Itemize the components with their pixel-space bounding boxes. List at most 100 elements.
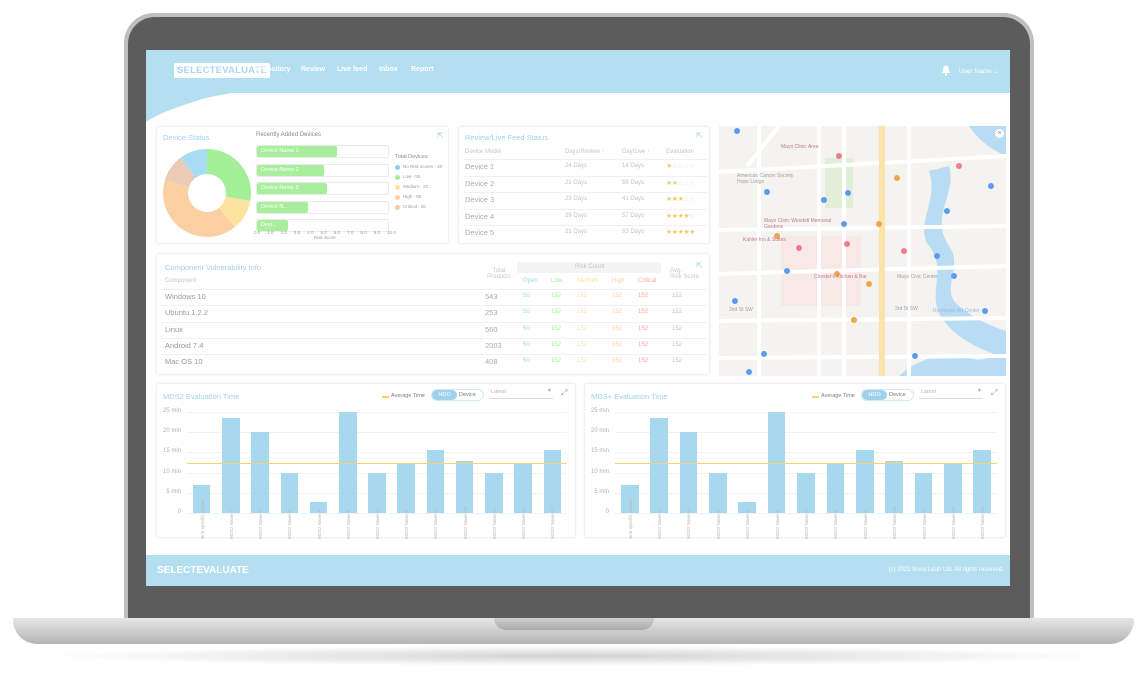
chart-bar[interactable] <box>309 501 328 513</box>
col-avg: Avg. Risk Score <box>670 268 700 280</box>
risk-count-cell: 152 <box>577 325 588 332</box>
review-device-model[interactable]: Device 5 <box>465 228 495 237</box>
col-total: Total Products <box>487 268 511 280</box>
expand-icon[interactable]: ⤢ <box>991 388 998 397</box>
chart-bar[interactable] <box>368 472 386 513</box>
chart-bar[interactable] <box>251 432 269 513</box>
recently-added-title: Recently Added Devices <box>256 132 322 138</box>
chart-bar[interactable] <box>426 450 445 513</box>
component-total: 560 <box>485 324 498 334</box>
nav-repository[interactable]: Repository <box>254 66 291 73</box>
component-name[interactable]: Android 7.4 <box>165 340 204 350</box>
chart-bar[interactable] <box>650 418 668 513</box>
nav-inbox[interactable]: Inbox <box>379 66 398 73</box>
donut-slice-no-risk-scores[interactable] <box>180 149 207 178</box>
review-device-model[interactable]: Device 2 <box>465 178 495 188</box>
chart-bar[interactable] <box>485 472 503 513</box>
star-icon: ☆ <box>671 163 678 170</box>
y-tick: 10 min <box>590 468 609 475</box>
chart-bar[interactable] <box>855 450 874 513</box>
chart-bar[interactable] <box>973 450 992 513</box>
chart-bar[interactable] <box>620 484 639 513</box>
average-legend-line <box>812 396 819 398</box>
chart-bar[interactable] <box>797 472 815 513</box>
x-tick: MDS2 Name 10 <box>892 506 898 539</box>
chart-bar[interactable] <box>280 472 299 513</box>
header-wave <box>146 86 346 122</box>
chart-bar[interactable] <box>543 450 562 513</box>
chart-bar[interactable] <box>914 472 933 513</box>
col-days-review[interactable]: Days/Review ↑ <box>565 149 605 155</box>
hdo-device-toggle[interactable]: HDO Device <box>431 389 484 401</box>
external-link-icon[interactable]: ⇱ <box>696 131 703 140</box>
star-icon: ☆ <box>677 179 684 187</box>
hdo-device-toggle[interactable]: HDO Device <box>861 389 914 401</box>
chart-bar[interactable] <box>944 462 962 513</box>
donut-slice-medium[interactable] <box>219 196 251 228</box>
donut-slice-critical[interactable] <box>164 157 196 188</box>
chart-bar[interactable] <box>885 461 903 513</box>
row-divider <box>463 175 707 177</box>
device-bar-track[interactable]: Device N... <box>256 200 389 214</box>
toggle-device[interactable]: Device <box>459 392 476 398</box>
toggle-hdo[interactable]: HDO <box>862 390 887 400</box>
external-link-icon[interactable]: ⇱ <box>696 261 703 270</box>
nav-review[interactable]: Review <box>301 66 326 73</box>
review-device-model[interactable]: Device 4 <box>465 211 495 221</box>
map-panel[interactable]: Mayo Clinic Area American Cancer Society… <box>719 126 1006 376</box>
avg-risk-score: 152 <box>672 309 683 316</box>
donut-slice-low[interactable] <box>207 149 251 202</box>
col-risk-medium: Medium <box>577 278 599 284</box>
review-status-card: Review/Live Feed Status ⇱ Device Model D… <box>458 126 710 244</box>
map-label-civic-center: Mayo Civic Center <box>897 274 938 280</box>
x-tick: MDS2 Name 13 <box>550 506 556 539</box>
device-bar-track[interactable]: Device Name 3 <box>256 182 389 195</box>
risk-count-label: Risk Count <box>575 264 605 270</box>
risk-count-cell: 152 <box>577 341 588 348</box>
nav-live-feed[interactable]: Live feed <box>337 66 368 73</box>
component-name[interactable]: Mac OS 10 <box>165 357 203 367</box>
device-bar-track[interactable]: Device Name 1 <box>256 145 389 158</box>
review-live: 57 Days <box>622 212 645 219</box>
device-bar-track[interactable]: Device Name 2 <box>256 163 389 177</box>
y-tick: 20 min <box>162 428 181 435</box>
external-link-icon[interactable]: ⇱ <box>437 131 444 140</box>
nav-report[interactable]: Report <box>411 66 434 73</box>
donut-slice-high[interactable] <box>163 180 235 238</box>
device-bar-track[interactable]: Devi... <box>256 219 389 232</box>
review-device-model[interactable]: Device 3 <box>465 195 495 204</box>
chart-bar[interactable] <box>738 501 757 513</box>
close-icon[interactable]: × <box>995 129 1004 138</box>
col-day-live[interactable]: Day/Live ↑ <box>622 149 651 155</box>
bell-icon[interactable] <box>941 65 951 76</box>
component-name[interactable]: Linux <box>165 324 183 334</box>
chart-bar[interactable] <box>709 472 727 513</box>
chart-bar[interactable] <box>826 462 845 513</box>
chart-bar[interactable] <box>455 461 474 513</box>
period-select[interactable]: Latest ▾ <box>489 387 553 399</box>
chart-bar[interactable] <box>397 462 415 513</box>
map-label-hope-lodge: American Cancer Society Hope Lodge <box>737 173 794 185</box>
chart-bar[interactable] <box>192 484 211 513</box>
legend-label: Medium - 22 <box>403 184 429 189</box>
star-icon: ☆ <box>689 196 695 203</box>
device-bar: Device Name 1 <box>257 146 337 157</box>
chart-bar[interactable] <box>222 418 240 513</box>
brand-logo[interactable]: SELECTEVALUATE <box>174 63 271 78</box>
expand-icon[interactable]: ⤢ <box>561 388 568 397</box>
toggle-device[interactable]: Device <box>889 392 906 398</box>
risk-count-cell: 152 <box>551 309 562 316</box>
component-name[interactable]: Windows 10 <box>165 292 206 301</box>
toggle-hdo[interactable]: HDO <box>432 390 457 400</box>
component-name[interactable]: Ubuntu 1.2.2 <box>165 308 208 318</box>
chart-title: MDS2 Evaluation Time <box>163 392 240 401</box>
period-select[interactable]: Latest ▾ <box>919 387 983 399</box>
chart-bar[interactable] <box>679 432 698 513</box>
review-device-model[interactable]: Device 1 <box>465 162 495 171</box>
risk-tick: 10.0 <box>387 230 396 235</box>
col-device-model: Device Model <box>465 149 502 155</box>
component-title: Component Vulnerability Info <box>165 263 262 272</box>
chart-bar[interactable] <box>514 462 532 513</box>
x-tick: Non-specific Device <box>199 499 205 539</box>
user-menu[interactable]: User Name ⌄ <box>959 67 999 75</box>
